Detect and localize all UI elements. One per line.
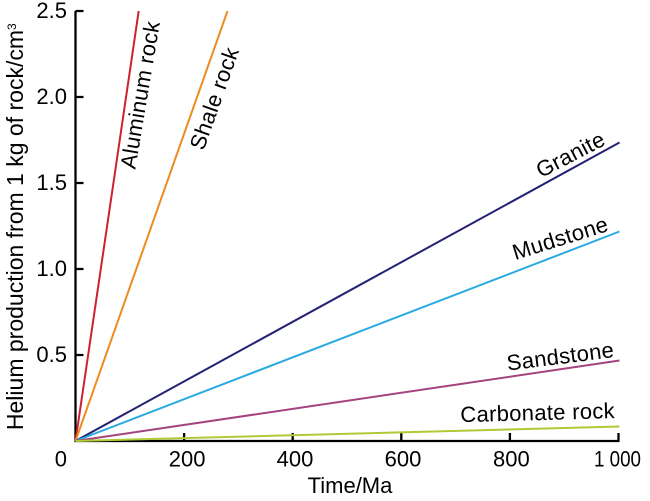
svg-text:Mudstone: Mudstone [509,211,611,264]
svg-text:Shale rock: Shale rock [185,43,244,153]
svg-text:Carbonate rock: Carbonate rock [460,398,616,427]
svg-text:0: 0 [55,447,67,472]
svg-text:2.0: 2.0 [36,84,67,109]
svg-text:400: 400 [277,447,314,472]
svg-text:2.5: 2.5 [36,0,67,23]
svg-text:Granite: Granite [532,126,609,182]
svg-text:Time/Ma: Time/Ma [308,473,394,498]
svg-text:1.5: 1.5 [36,170,67,195]
svg-text:Helium production from 1 kg of: Helium production from 1 kg of rock/cm3 [2,23,28,430]
svg-text:200: 200 [169,447,206,472]
svg-text:1.0: 1.0 [36,256,67,281]
svg-text:600: 600 [385,447,422,472]
svg-text:0.5: 0.5 [36,342,67,367]
svg-text:800: 800 [493,447,530,472]
svg-text:1 000: 1 000 [594,447,641,472]
svg-text:Aluminum rock: Aluminum rock [116,18,165,170]
